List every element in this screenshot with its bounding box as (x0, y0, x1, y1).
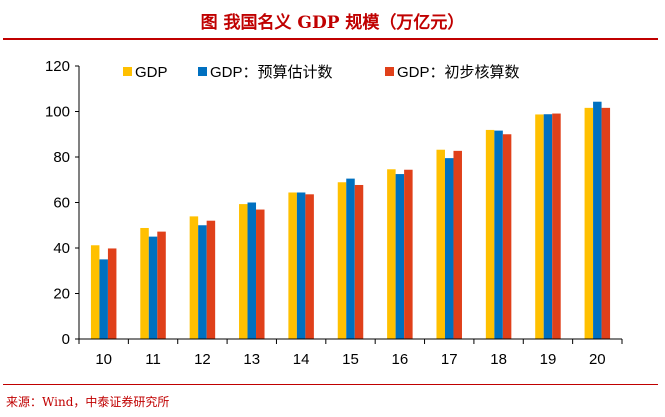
legend-label-2: GDP：预算估计数 (210, 63, 333, 81)
bar-20-series-2 (593, 101, 602, 339)
bar-12-series-1 (189, 216, 199, 339)
source-note: 来源：Wind，中泰证券研究所 (6, 395, 170, 409)
bar-14-series-2 (296, 192, 306, 339)
x-tick-label: 12 (194, 351, 211, 368)
footer-divider (3, 384, 658, 385)
y-tick-label: 20 (53, 286, 70, 303)
x-tick-label: 11 (145, 351, 161, 368)
legend-label-3: GDP：初步核算数 (397, 63, 520, 81)
y-tick-label: 0 (62, 331, 70, 348)
bar-15-series-1 (337, 182, 347, 339)
chart-legend: GDP GDP：预算估计数 GDP：初步核算数 (123, 63, 520, 81)
bar-11-series-3 (157, 231, 166, 339)
x-tick-label: 17 (441, 351, 458, 368)
bar-16-series-2 (395, 174, 405, 339)
bar-18-series-1 (485, 129, 495, 339)
chart-title: 图 我国名义 GDP 规模（万亿元） (200, 13, 465, 33)
bar-19-series-2 (543, 114, 553, 339)
y-tick-label: 40 (53, 240, 70, 257)
legend-swatch-3 (385, 67, 394, 76)
bar-18-series-2 (494, 130, 503, 339)
x-tick-label: 13 (243, 351, 260, 368)
bar-16-series-3 (404, 169, 413, 339)
chart-bars (90, 101, 611, 340)
x-tick-label: 19 (540, 351, 557, 368)
y-tick-label: 60 (53, 195, 70, 212)
bar-chart: 0 20 40 60 80 100 120 10 11 12 13 14 15 16 17 18 19 20 GD… (45, 58, 623, 368)
bar-11-series-1 (140, 227, 149, 339)
bar-13-series-3 (256, 209, 265, 339)
bar-11-series-2 (148, 236, 158, 339)
x-tick-label: 15 (342, 351, 359, 368)
y-tick-label: 120 (45, 58, 70, 75)
bar-17-series-3 (453, 150, 462, 339)
bar-15-series-2 (346, 178, 355, 339)
bar-18-series-3 (502, 134, 512, 339)
bar-12-series-2 (198, 225, 207, 339)
x-tick-label: 16 (392, 351, 409, 368)
x-tick-label: 10 (95, 351, 112, 368)
bar-20-series-3 (601, 107, 611, 339)
bar-10-series-1 (90, 245, 100, 339)
bar-19-series-3 (552, 113, 561, 339)
title-divider (3, 38, 658, 40)
chart-axes: 0 20 40 60 80 100 120 10 11 12 13 14 15 16 17 18 19 20 (45, 58, 623, 368)
legend-swatch-1 (123, 67, 132, 76)
bar-13-series-1 (239, 204, 248, 339)
y-tick-label: 80 (53, 149, 70, 166)
x-tick-label: 18 (490, 351, 507, 368)
legend-swatch-2 (198, 67, 207, 76)
bar-10-series-2 (99, 259, 108, 339)
bar-17-series-1 (436, 149, 445, 339)
bar-14-series-1 (288, 192, 297, 339)
x-tick-label: 20 (589, 351, 606, 368)
bar-15-series-3 (354, 184, 364, 339)
bar-14-series-3 (305, 194, 314, 339)
x-tick-label: 14 (293, 351, 310, 368)
bar-10-series-3 (107, 248, 117, 339)
bar-13-series-2 (247, 202, 257, 339)
bar-19-series-1 (535, 114, 544, 340)
legend-label-1: GDP (135, 64, 168, 81)
bar-16-series-1 (387, 169, 396, 339)
y-tick-label: 100 (45, 104, 70, 121)
bar-17-series-2 (444, 158, 454, 339)
bar-12-series-3 (206, 220, 216, 339)
bar-20-series-1 (584, 107, 594, 339)
